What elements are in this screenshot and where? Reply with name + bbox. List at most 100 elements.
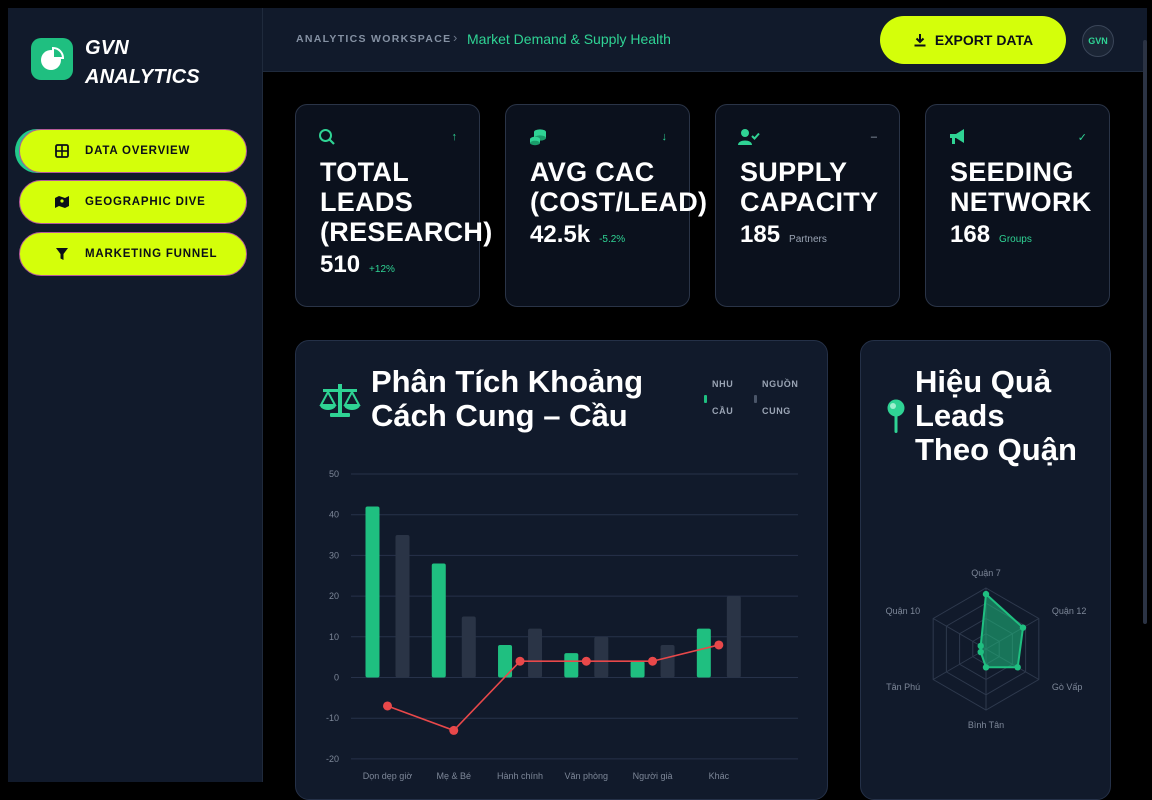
trend-flat-icon: – <box>870 131 877 143</box>
panel-title: Phân Tích Khoảng Cách Cung – Cầu <box>371 364 644 433</box>
trend-up-icon: ↑ <box>451 131 458 143</box>
radar-axis-label: Gò Vấp <box>1052 682 1083 692</box>
district-leads-panel: Hiệu Quả Leads Theo Quận Quận 7 Quận 12 Gò V… <box>860 340 1111 800</box>
brand-line-2: ANALYTICS <box>85 66 200 88</box>
bar-supply <box>395 535 410 678</box>
export-label: EXPORT DATA <box>934 32 1034 48</box>
radar-point <box>977 648 984 656</box>
bar-supply <box>660 644 675 678</box>
y-tick-label: 10 <box>329 632 339 642</box>
radar-point <box>1014 664 1021 671</box>
radar-point <box>1019 624 1027 631</box>
radar-axis-label: Quận 7 <box>971 568 1001 578</box>
bar-demand <box>564 653 579 678</box>
legend-swatch-demand <box>704 395 707 403</box>
pie-chart-icon <box>41 46 65 70</box>
nav-item-marketing-funnel[interactable]: MARKETING FUNNEL <box>19 232 247 276</box>
user-check-icon <box>738 129 760 145</box>
kpi-value: 168 <box>950 221 991 248</box>
bar-demand <box>696 628 711 678</box>
gap-point <box>515 656 525 666</box>
map-icon <box>53 193 71 211</box>
breadcrumb-current: Market Demand & Supply Health <box>467 31 671 47</box>
bar-supply <box>461 616 476 678</box>
kpi-unit: Partners <box>789 234 827 245</box>
y-tick-label: 30 <box>329 550 339 560</box>
kpi-value: 510 <box>320 251 361 278</box>
breadcrumb-separator: › <box>453 30 458 45</box>
export-data-button[interactable]: EXPORT DATA <box>880 16 1066 64</box>
x-tick-label: Khác <box>709 771 730 781</box>
check-icon: ✓ <box>1077 132 1087 144</box>
kpi-title: AVG CAC (COST/LEAD) <box>530 157 708 217</box>
brand-line-1: GVN <box>85 37 129 59</box>
legend-swatch-supply <box>754 395 757 403</box>
brand-name: GVN ANALYTICS <box>85 34 200 92</box>
bar-demand <box>365 506 380 678</box>
kpi-value: 42.5k <box>530 221 591 248</box>
bar-demand <box>630 661 645 678</box>
nav-label: GEOGRAPHIC DIVE <box>85 196 206 208</box>
gap-point <box>648 656 658 666</box>
panel-title: Hiệu Quả Leads Theo Quận <box>915 364 1077 467</box>
gap-point <box>714 640 724 650</box>
radar-area <box>979 592 1025 669</box>
top-bar: ANALYTICS WORKSPACE › Market Demand & Su… <box>263 8 1147 72</box>
kpi-unit: Groups <box>999 234 1032 245</box>
grid-icon <box>53 142 71 160</box>
x-tick-label: Người già <box>633 771 673 781</box>
radar-axis-label: Quận 10 <box>886 606 921 616</box>
bar-supply <box>528 628 543 678</box>
nav-item-data-overview[interactable]: DATA OVERVIEW <box>19 129 247 173</box>
radar-point <box>982 664 990 671</box>
kpi-title: SEEDING NETWORK <box>950 157 1092 217</box>
nav-label: MARKETING FUNNEL <box>85 248 218 260</box>
kpi-card-total-leads: ↑ TOTAL LEADS (RESEARCH) 510 +12% <box>295 104 492 307</box>
avatar[interactable]: GVN <box>1082 25 1114 57</box>
x-tick-label: Văn phòng <box>565 771 609 781</box>
gap-analysis-panel: Phân Tích Khoảng Cách Cung – Cầu NHU CẦU N… <box>295 340 828 800</box>
megaphone-icon <box>950 129 964 144</box>
trend-down-icon: ↓ <box>661 131 668 143</box>
gap-point <box>449 725 459 735</box>
kpi-card-avg-cac: ↓ AVG CAC (COST/LEAD) 42.5k -5.2% <box>505 104 707 307</box>
legend-demand[interactable]: NHU CẦU <box>712 379 734 416</box>
kpi-change: -5.2% <box>599 234 626 245</box>
gap-line <box>387 644 720 732</box>
x-tick-label: Dọn dẹp giờ <box>363 771 413 781</box>
radar-axis-label: Tân Phú <box>886 682 920 692</box>
y-tick-label: -20 <box>326 754 339 764</box>
x-tick-label: Mẹ & Bé <box>437 771 472 781</box>
y-tick-label: 20 <box>329 591 339 601</box>
legend-supply[interactable]: NGUỒN CUNG <box>762 379 799 416</box>
scrollbar[interactable] <box>1143 40 1147 624</box>
sidebar: GVN ANALYTICS DATA OVERVIEW GEOGRAPHIC D… <box>8 8 263 782</box>
y-tick-label: 40 <box>329 510 339 520</box>
search-icon <box>319 129 335 145</box>
radar-point <box>982 590 990 598</box>
bar-supply <box>594 636 609 678</box>
radar-spoke <box>932 648 987 680</box>
y-tick-label: 0 <box>334 673 339 683</box>
kpi-card-seeding-network: ✓ SEEDING NETWORK 168 Groups <box>925 104 1110 307</box>
y-tick-label: -10 <box>326 713 339 723</box>
nav-label: DATA OVERVIEW <box>85 145 191 157</box>
gap-point <box>383 701 392 711</box>
gap-chart: 50 40 30 20 10 0 -10 -20 Dọn dẹp giờ Mẹ & Bé Hành … <box>326 469 798 781</box>
kpi-title: TOTAL LEADS (RESEARCH) <box>320 157 493 247</box>
x-tick-label: Hành chính <box>497 771 543 781</box>
kpi-card-supply-capacity: – SUPPLY CAPACITY 185 Partners <box>715 104 900 307</box>
coins-icon <box>530 129 546 146</box>
kpi-value: 185 <box>740 221 781 248</box>
radar-spoke <box>932 618 987 650</box>
map-pin-icon <box>887 399 905 433</box>
kpi-title: SUPPLY CAPACITY <box>740 157 879 217</box>
download-icon <box>914 34 926 47</box>
nav-item-geographic-dive[interactable]: GEOGRAPHIC DIVE <box>19 180 247 224</box>
bar-demand <box>498 644 513 678</box>
bar-demand <box>431 563 446 678</box>
logo <box>31 38 73 80</box>
district-radar-chart: Quận 7 Quận 12 Gò Vấp Bình Tân Tân Phú Quận 1… <box>886 568 1087 730</box>
radar-axis-label: Quận 12 <box>1052 606 1087 616</box>
breadcrumb-root[interactable]: ANALYTICS WORKSPACE <box>296 33 452 45</box>
